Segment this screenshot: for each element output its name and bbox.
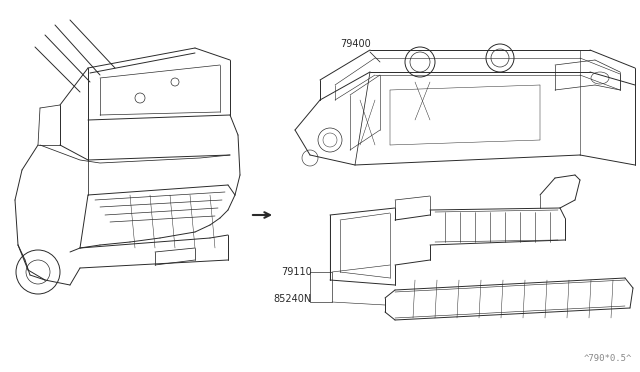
Text: 79110: 79110	[281, 267, 312, 277]
Text: 85240N: 85240N	[274, 294, 312, 304]
Bar	[310, 272, 332, 302]
Text: ^790*0.5^: ^790*0.5^	[584, 354, 632, 363]
Text: 79400: 79400	[340, 39, 371, 49]
